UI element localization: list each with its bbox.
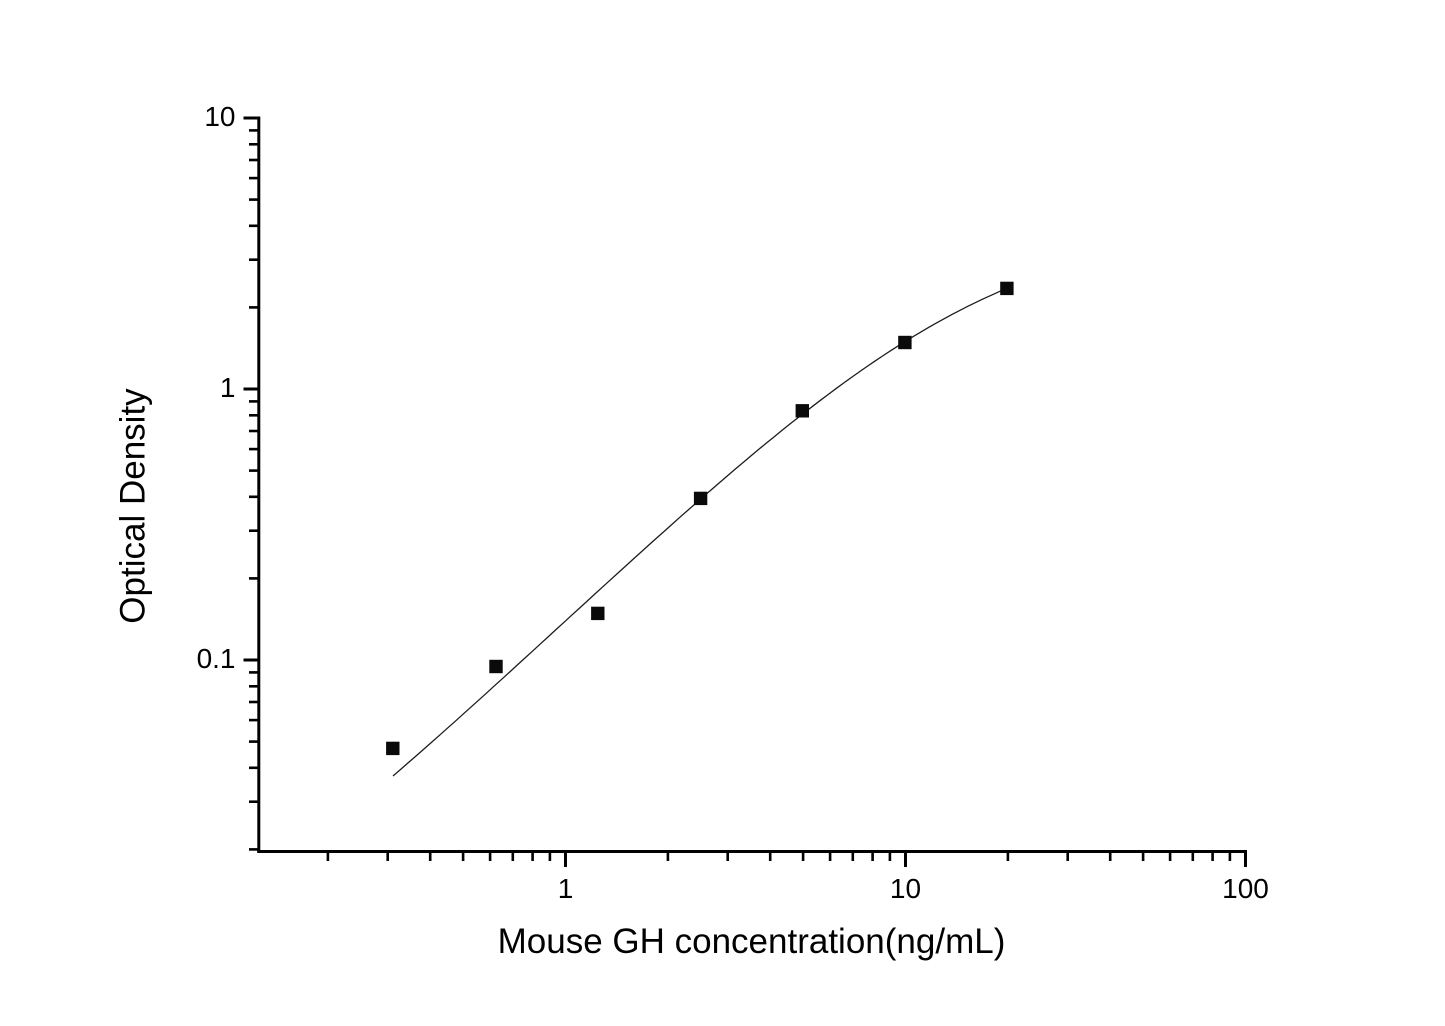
svg-text:1: 1 — [220, 372, 236, 403]
svg-text:10: 10 — [204, 101, 235, 132]
svg-text:Optical Density: Optical Density — [114, 388, 153, 624]
svg-text:10: 10 — [890, 873, 921, 904]
svg-text:1: 1 — [558, 873, 574, 904]
svg-text:0.1: 0.1 — [197, 643, 236, 674]
svg-text:100: 100 — [1222, 873, 1269, 904]
svg-text:Mouse GH concentration(ng/mL): Mouse GH concentration(ng/mL) — [498, 922, 1006, 961]
